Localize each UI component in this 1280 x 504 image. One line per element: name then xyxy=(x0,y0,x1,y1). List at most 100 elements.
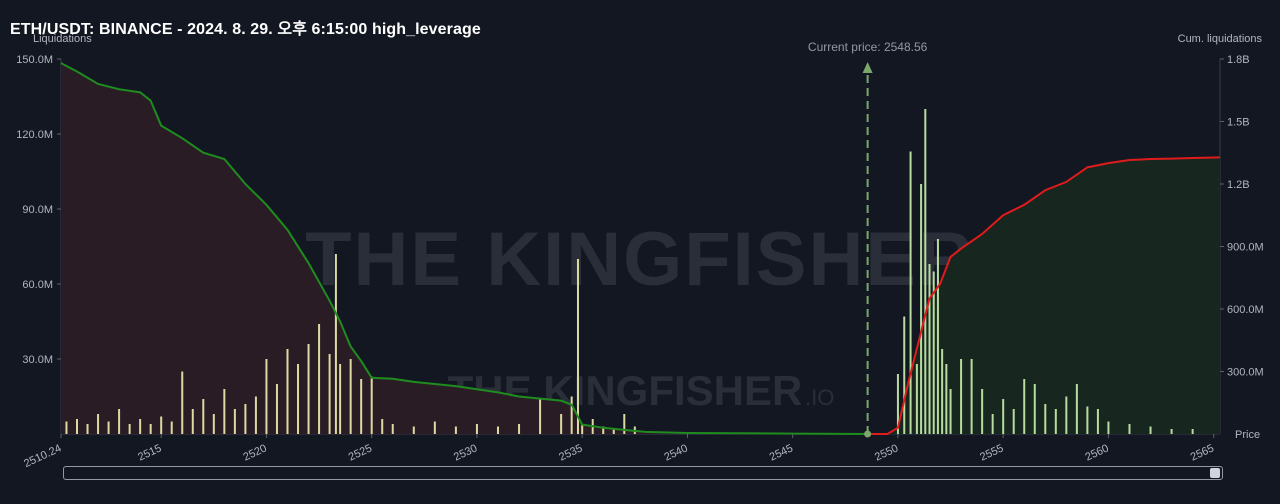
liquidation-bar xyxy=(339,364,342,434)
x-tick-label: 2545 xyxy=(768,442,795,463)
right-tick-label: 600.0M xyxy=(1227,304,1264,316)
liquidation-bar xyxy=(1107,421,1110,434)
liquidation-bar xyxy=(903,316,906,434)
left-tick-label: 30.0M xyxy=(22,354,53,366)
liquidation-bar xyxy=(991,414,994,434)
x-tick-label: 2510.24 xyxy=(22,442,63,470)
liquidation-bar xyxy=(275,384,278,434)
liquidation-bar xyxy=(65,421,68,434)
liquidation-bar xyxy=(475,424,478,434)
right-tick-label: 300.0M xyxy=(1227,367,1264,379)
x-tick-label: 2520 xyxy=(241,442,268,463)
liquidation-bar xyxy=(576,259,579,434)
liquidation-bar xyxy=(139,419,142,434)
liquidation-bar xyxy=(970,359,973,434)
liquidation-bar xyxy=(981,389,984,434)
current-price-dot xyxy=(864,430,872,438)
liquidation-bar xyxy=(1054,409,1057,434)
liquidation-bar xyxy=(496,426,499,434)
liquidation-bar xyxy=(936,239,939,434)
liquidation-bar xyxy=(949,389,952,434)
liquidation-bar xyxy=(560,414,563,434)
liquidation-bar xyxy=(318,324,321,434)
liquidation-bar xyxy=(254,396,257,434)
liquidation-bar xyxy=(412,426,415,434)
liquidation-bar xyxy=(1128,424,1131,434)
left-tick-label: 90.0M xyxy=(22,204,53,216)
liquidation-bar xyxy=(244,404,247,434)
liquidation-bar xyxy=(297,364,300,434)
cum-area-below-price xyxy=(61,63,868,435)
liquidation-bar xyxy=(286,349,289,434)
liquidation-bar xyxy=(518,424,521,434)
liquidation-bar xyxy=(349,359,352,434)
scrollbar-handle[interactable] xyxy=(1210,468,1220,478)
chart-title: ETH/USDT: BINANCE - 2024. 8. 29. 오후 6:15… xyxy=(10,21,481,38)
left-tick-label: 150.0M xyxy=(16,54,53,66)
liquidation-bar xyxy=(107,421,110,434)
liquidation-bar xyxy=(960,359,963,434)
liquidation-bar xyxy=(75,419,78,434)
liquidation-bar xyxy=(170,421,173,434)
liquidation-bar xyxy=(149,424,152,434)
liquidation-bar xyxy=(1002,399,1005,434)
liquidation-bar xyxy=(1065,396,1068,434)
x-tick-label: 2550 xyxy=(873,442,900,463)
watermark-suffix: .IO xyxy=(805,385,834,410)
cum-area-above-price xyxy=(867,157,1220,435)
liquidation-bar xyxy=(265,359,268,434)
liquidation-bar xyxy=(202,399,205,434)
liquidation-bar xyxy=(1096,409,1099,434)
liquidation-bar xyxy=(1086,406,1089,434)
x-axis-label: Price xyxy=(1235,429,1260,441)
liquidation-bar xyxy=(97,414,100,434)
liquidation-bar xyxy=(370,376,373,434)
liquidation-bar xyxy=(360,379,363,434)
liquidation-bar xyxy=(433,421,436,434)
liquidation-bar xyxy=(118,409,121,434)
liquidation-bar xyxy=(932,271,935,434)
x-tick-label: 2565 xyxy=(1189,442,1216,463)
x-tick-label: 2530 xyxy=(452,442,479,463)
liquidation-bar xyxy=(223,389,226,434)
liquidation-bar xyxy=(909,151,912,434)
right-tick-label: 900.0M xyxy=(1227,242,1264,254)
right-tick-label: 1.2B xyxy=(1227,179,1250,191)
liquidation-bar xyxy=(334,254,337,434)
liquidation-bar xyxy=(1191,429,1194,434)
left-tick-label: 60.0M xyxy=(22,279,53,291)
liquidation-bar xyxy=(1044,404,1047,434)
liquidation-bar xyxy=(1012,409,1015,434)
liquidation-bar xyxy=(391,424,394,434)
liquidation-bar xyxy=(928,264,931,434)
liquidation-bar xyxy=(128,424,131,434)
liquidation-bar xyxy=(539,399,542,434)
liquidation-bar xyxy=(915,364,918,434)
right-tick-label: 1.8B xyxy=(1227,54,1250,66)
watermark-main: THE KINGFISHER xyxy=(305,217,975,302)
x-tick-label: 2540 xyxy=(662,442,689,463)
horizontal-scrollbar[interactable] xyxy=(63,466,1223,480)
liquidation-bar xyxy=(328,354,331,434)
liquidation-bar xyxy=(307,344,310,434)
current-price-arrow xyxy=(862,62,873,73)
liquidation-bar xyxy=(191,409,194,434)
x-tick-label: 2555 xyxy=(978,442,1005,463)
current-price-label: Current price: 2548.56 xyxy=(808,40,928,54)
liquidation-bar xyxy=(1033,384,1036,434)
liquidation-bar xyxy=(623,414,626,434)
cum-line-above-price xyxy=(867,156,1221,435)
liquidation-bar xyxy=(86,424,89,434)
liquidation-bar xyxy=(570,396,573,434)
liquidation-bar xyxy=(1170,429,1173,434)
liquidation-bar xyxy=(924,109,927,434)
x-tick-label: 2560 xyxy=(1083,442,1110,463)
liquidation-bar xyxy=(602,426,605,434)
liquidation-bar xyxy=(1023,379,1026,434)
liquidation-bar xyxy=(1075,384,1078,434)
liquidation-bar xyxy=(612,429,615,434)
left-tick-label: 120.0M xyxy=(16,129,53,141)
liquidation-bar xyxy=(160,416,163,434)
liquidation-bar xyxy=(181,371,184,434)
right-axis-label: Cum. liquidations xyxy=(1177,33,1262,45)
